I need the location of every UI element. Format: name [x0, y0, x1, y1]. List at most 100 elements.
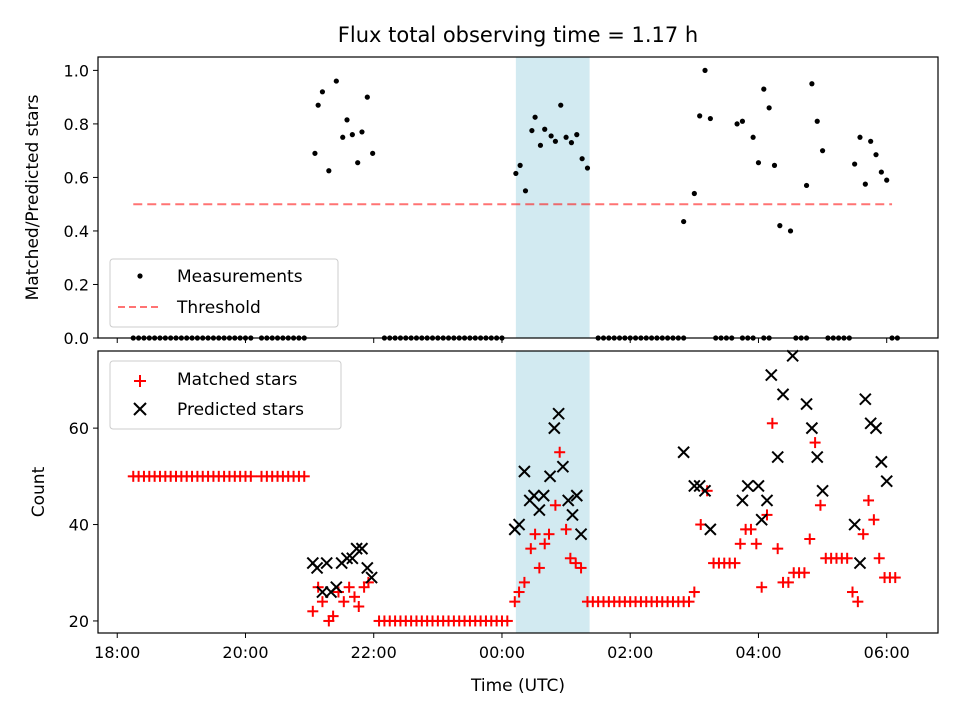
measurement-point	[691, 190, 697, 197]
predicted-star-point	[805, 421, 819, 435]
predicted-star-point	[704, 523, 717, 536]
bottom-y-ticks: 20 40 60	[69, 419, 98, 631]
x-axis-label: Time (UTC)	[470, 676, 565, 696]
bottom-axes-frame	[97, 350, 939, 634]
predicted-star-point	[752, 479, 765, 493]
predicted-star-point	[552, 407, 565, 420]
matched-star-point	[814, 499, 826, 511]
matched-star-point	[852, 596, 864, 608]
x-tick-label: 02:00	[607, 643, 653, 662]
measurement-point	[312, 150, 318, 156]
predicted-star-point	[853, 556, 867, 570]
matched-star-point	[847, 586, 859, 598]
matched-star-point	[554, 446, 566, 458]
measurement-point	[750, 134, 756, 140]
bottom-x-ticks: 18:00 20:00 22:00 00:00 02:00 04:00 06:00	[94, 633, 910, 662]
measurement-point	[513, 170, 519, 177]
measurement-point	[568, 140, 575, 146]
predicted-star-point	[556, 460, 570, 473]
measurement-point	[326, 168, 332, 174]
measurement-point	[563, 134, 569, 140]
matched-star-point	[316, 596, 328, 608]
predicted-star-point	[800, 397, 813, 411]
top-y-tick-label: 0.8	[64, 115, 89, 134]
measurement-point	[333, 78, 339, 84]
matched-star-point	[766, 417, 778, 429]
bottom-legend-box	[109, 360, 342, 430]
predicted-star-point	[355, 542, 369, 555]
predicted-star-point	[698, 484, 712, 498]
measurement-point	[355, 160, 361, 166]
top-y-tick-label: 0.4	[64, 222, 89, 241]
measurement-point	[522, 188, 529, 194]
predicted-star-point	[518, 465, 531, 478]
x-tick-label: 04:00	[735, 643, 781, 662]
top-highlight-span	[515, 57, 590, 338]
matched-star-point	[338, 596, 350, 608]
measurement-point	[803, 182, 810, 189]
top-y-axis-label: Matched/Predicted stars	[23, 94, 43, 300]
predicted-star-point	[859, 392, 872, 406]
matched-star-point	[798, 567, 810, 579]
measurement-point	[364, 94, 370, 100]
predicted-stars-points	[306, 349, 893, 599]
measurement-point	[542, 126, 548, 132]
predicted-star-point	[869, 421, 883, 435]
measurement-point	[766, 105, 772, 111]
matched-star-point	[782, 576, 794, 588]
bottom-y-tick-label: 40	[69, 516, 89, 535]
predicted-star-point	[512, 518, 526, 531]
top-y-tick-label: 0.0	[64, 329, 89, 348]
measurement-point	[878, 169, 884, 175]
predicted-star-point	[350, 542, 363, 555]
top-panel: 0.0 0.2 0.4 0.6 0.8 1.0 Matched/Predicted sta…	[23, 56, 939, 348]
top-y-tick-label: 0.6	[64, 168, 89, 187]
predicted-star-point	[543, 470, 557, 483]
measurement-point	[315, 102, 321, 108]
matched-star-point	[525, 543, 537, 555]
measurement-point	[814, 118, 820, 124]
bottom-y-tick-label: 20	[69, 612, 89, 631]
matched-star-point	[560, 523, 572, 535]
measurement-point	[809, 81, 815, 87]
matched-star-point	[513, 586, 525, 598]
measurement-point	[370, 150, 376, 156]
measurement-point	[579, 156, 585, 162]
top-y-tick-label: 0.2	[64, 275, 89, 294]
predicted-star-point	[310, 561, 324, 575]
matched-star-point	[362, 576, 374, 588]
predicted-star-point	[736, 494, 749, 507]
matched-star-point	[809, 437, 821, 449]
predicted-star-point	[760, 494, 774, 507]
matched-star-point	[539, 538, 551, 550]
measurement-point	[349, 132, 355, 138]
predicted-star-point	[548, 421, 561, 435]
chart-title: Flux total observing time = 1.17 h	[338, 23, 698, 47]
measurement-point	[819, 148, 826, 154]
matched-star-point	[543, 528, 555, 540]
measurement-point	[340, 134, 346, 140]
measurement-point	[873, 152, 879, 158]
predicted-star-point	[365, 571, 378, 584]
matched-star-point	[729, 557, 741, 569]
measurement-point	[529, 127, 535, 134]
top-legend: Measurements Threshold	[109, 258, 339, 328]
measurement-point	[548, 133, 554, 139]
predicted-star-point	[537, 489, 550, 502]
measurement-point	[552, 138, 559, 144]
legend-measurements-label: Measurements	[177, 267, 303, 287]
matched-star-point	[353, 600, 365, 612]
predicted-star-point	[816, 484, 829, 498]
matched-star-point	[509, 596, 521, 608]
predicted-star-point	[533, 503, 546, 517]
matched-star-point	[683, 596, 695, 608]
x-tick-label: 22:00	[351, 643, 397, 662]
matched-star-point	[518, 576, 530, 588]
bottom-highlight-span	[515, 351, 590, 633]
predicted-star-point	[755, 513, 768, 526]
matched-star-point	[533, 562, 545, 574]
matched-star-point	[245, 470, 257, 482]
matched-star-point	[745, 523, 757, 535]
